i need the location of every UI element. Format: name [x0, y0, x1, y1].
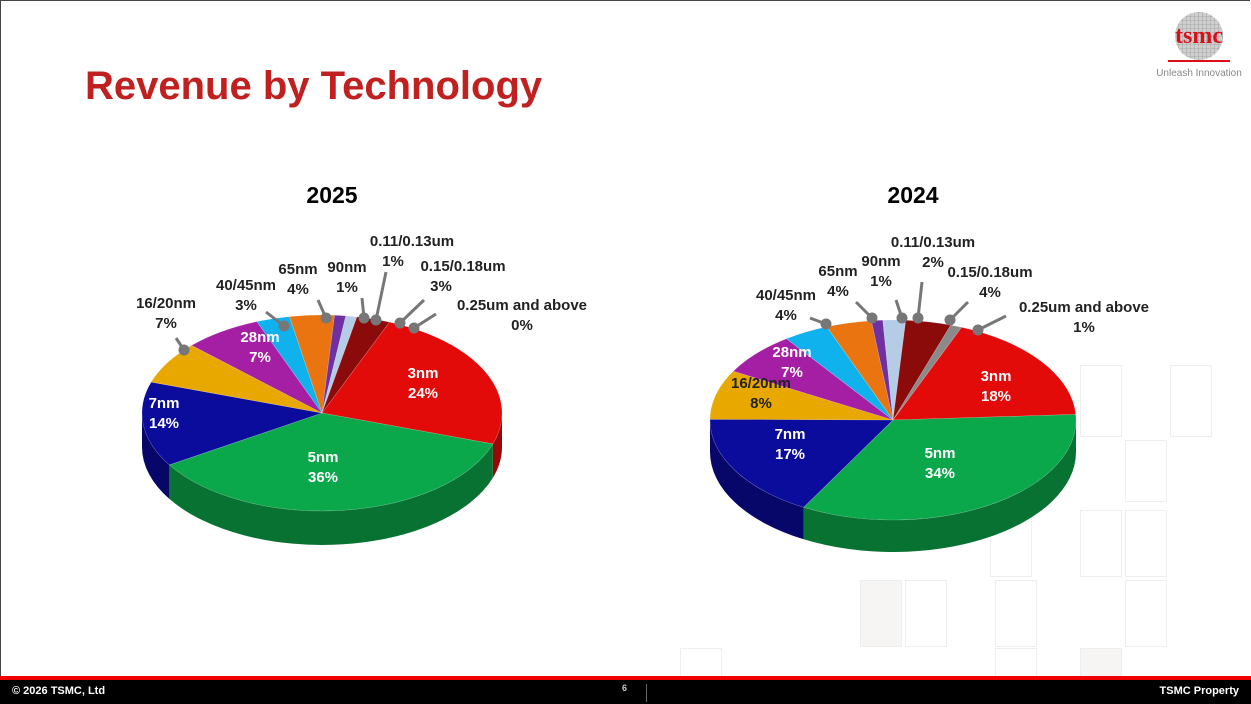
background-decoration: [1080, 510, 1122, 577]
data-label-0-11um-2024: 0.11/0.13um 2%: [890, 234, 976, 271]
leader-dot: [866, 312, 878, 324]
data-label-7nm-2025: 7nm 14%: [148, 395, 180, 432]
chart-title-2025: 2025: [306, 182, 358, 208]
slide-frame: [0, 0, 1250, 677]
pie-slice-28nm: [191, 321, 323, 414]
footer-separator: [646, 684, 647, 702]
pie-slice-7nm: [141, 381, 324, 466]
pie-side-7nm: [142, 413, 170, 499]
background-decoration: [1080, 648, 1122, 678]
leader-dot: [320, 312, 332, 324]
pie-side-5nm: [169, 443, 493, 546]
svg-text:tsmc: tsmc: [1175, 23, 1223, 49]
leader-dot: [912, 312, 924, 324]
background-decoration: [1125, 440, 1167, 502]
leader-dot: [370, 314, 382, 326]
background-decoration: [860, 580, 902, 647]
pie-slice-0-11-0-13um: [321, 315, 358, 414]
pie-chart-2025: [141, 314, 503, 546]
pie-slice-5nm: [803, 414, 1077, 521]
data-label-0-11um-2025: 0.11/0.13um 1%: [369, 233, 455, 270]
tsmc-logo: tsmc Unleash Innovation: [1150, 8, 1248, 82]
leader-dot: [972, 324, 984, 336]
data-label-5nm-2024: 5nm 34%: [924, 445, 956, 482]
leader-dot: [358, 312, 370, 324]
page-number: 6: [622, 683, 628, 693]
footer-property: TSMC Property: [1159, 685, 1239, 697]
pie-slice-7nm: [709, 419, 894, 508]
leader-line: [398, 298, 426, 325]
data-label-5nm-2025: 5nm 36%: [307, 449, 339, 486]
leader-dot: [178, 344, 190, 356]
leader-dot: [408, 322, 420, 334]
data-label-40-45nm-2025: 40/45nm 3%: [215, 277, 277, 314]
data-label-90nm-2025: 90nm 1%: [327, 259, 367, 296]
pie-slice-90nm: [321, 314, 347, 414]
copyright: © 2026 TSMC, Ltd: [12, 685, 106, 697]
pie-side-7nm: [709, 420, 804, 540]
pie-slice-28nm: [732, 338, 894, 421]
leader-line: [916, 281, 924, 319]
background-decoration: [1125, 510, 1167, 577]
pie-slice-16-20nm: [150, 345, 323, 414]
data-label-28nm-2024: 28nm 7%: [772, 344, 812, 381]
pie-slice-65nm: [289, 314, 335, 414]
background-decoration: [1080, 365, 1122, 437]
leader-dot: [394, 317, 406, 329]
leader-line: [374, 271, 388, 321]
pie-slice-16-20nm: [709, 370, 894, 421]
data-label-90nm-2024: 90nm 1%: [861, 253, 901, 290]
pie-slice-5nm: [168, 412, 494, 512]
data-label-3nm-2025: 3nm 24%: [407, 365, 439, 402]
pie-side-5nm: [803, 420, 1076, 552]
background-decoration: [1170, 365, 1212, 437]
data-label-0-15um-2025: 0.15/0.18um 3%: [420, 258, 506, 295]
page-title: Revenue by Technology: [85, 64, 543, 108]
logo-tagline: Unleash Innovation: [1156, 68, 1242, 79]
leader-dot: [896, 312, 908, 324]
data-label-0-25um-2024: 0.25um and above 1%: [1018, 299, 1150, 336]
data-label-16-20nm-2024: 16/20nm 8%: [730, 375, 792, 412]
data-label-65nm-2024: 65nm 4%: [818, 263, 858, 300]
background-decoration: [1125, 580, 1167, 647]
data-label-16-20nm-2025: 16/20nm 7%: [135, 295, 197, 332]
wafer-logo-icon: tsmc: [1168, 12, 1230, 62]
leader-dot: [820, 318, 832, 330]
leader-dot: [278, 320, 290, 332]
leader-lines: [174, 271, 1007, 356]
data-label-65nm-2025: 65nm 4%: [278, 261, 318, 298]
footer-divider: [0, 676, 1251, 680]
data-label-40-45nm-2024: 40/45nm 4%: [755, 287, 817, 324]
chart-title-2024: 2024: [887, 182, 939, 208]
background-decoration: [995, 580, 1037, 647]
data-label-7nm-2024: 7nm 17%: [774, 426, 806, 463]
data-label-0-15um-2024: 0.15/0.18um 4%: [947, 264, 1033, 301]
pie-chart-2024: [709, 319, 1077, 552]
data-label-0-25um-2025: 0.25um and above 0%: [456, 297, 588, 334]
pie-side-3nm: [492, 413, 502, 478]
leader-dot: [944, 314, 956, 326]
data-label-28nm-2025: 28nm 7%: [240, 329, 280, 366]
background-decoration: [905, 580, 947, 647]
footer: © 2026 TSMC, Ltd 6 TSMC Property: [0, 680, 1251, 704]
data-label-3nm-2024: 3nm 18%: [980, 368, 1012, 405]
